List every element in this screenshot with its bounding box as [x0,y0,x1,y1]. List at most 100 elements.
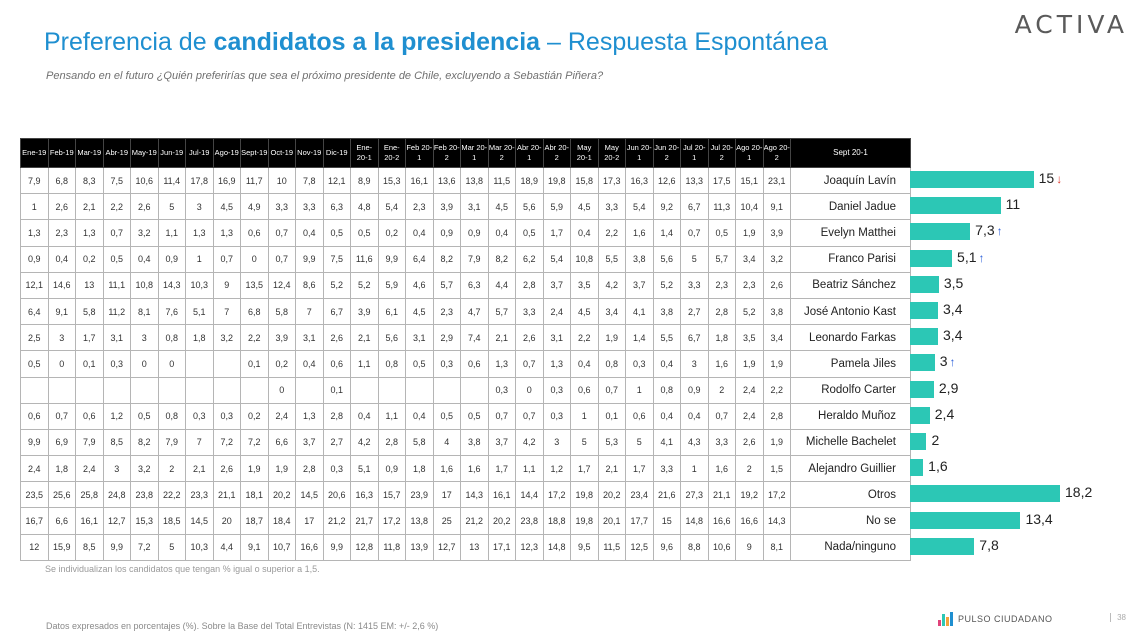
table-cell: 0,7 [515,402,544,430]
table-cell: 14,6 [47,271,76,299]
bar-value-text: 18,2 [1065,484,1093,501]
table-cell: 7 [295,297,324,326]
table-cell: 4,1 [625,297,654,326]
table-cell: 2,4 [75,455,104,483]
table-cell: 8,2 [130,428,159,457]
table-cell: 5,2 [322,271,351,299]
table-cell: 3 [542,428,571,457]
table-cell: 0,3 [212,402,241,430]
table-cell: 3,7 [295,428,324,457]
table-cell: 12,6 [652,166,681,195]
table-row: 2,4 1,8 2,4 3 3,2 2 2,1 2,6 1,9 1,9 2,8 0,3 5,1 0,9 1,… [20,455,911,483]
table-cell: 15,3 [130,507,159,535]
period-header: Ago-19 [212,138,241,168]
bar-row: 11 [910,193,1135,219]
table-cell: 4,5 [405,297,434,326]
table-cell: 16,1 [487,481,516,509]
table-cell: 0,4 [295,219,324,247]
table-cell: 2,8 [707,297,736,326]
bar-value-text: 13,4 [1025,510,1053,527]
bar [910,406,930,424]
table-cell: 11,3 [707,193,736,221]
table-cell: 1,9 [735,219,764,247]
table-cell: 13,9 [405,533,434,561]
table-cell: 2,3 [47,219,76,247]
table-cell: 23,9 [405,481,434,509]
table-cell: 1,1 [515,455,544,483]
table-cell: 12,5 [625,533,654,561]
table-cell: 1,3 [212,219,241,247]
table-cell: 7,2 [240,428,269,457]
table-cell: 3,1 [295,324,324,352]
table-cell: 6,3 [460,271,489,299]
table-cell: 1,3 [542,350,571,378]
table-cell: 3,9 [432,193,461,221]
table-cell: 3,3 [515,297,544,326]
candidate-name: Evelyn Matthei [790,219,911,247]
table-cell: 0,9 [432,219,461,247]
bar-row: 2 [910,429,1135,455]
table-cell: 0,6 [460,350,489,378]
table-cell: 13,5 [240,271,269,299]
table-row: 0,5 0 0,1 0,3 0 0 0,1 0,2 0,4 0,6 1,1 0,8 0,5 0,3 0,6 1… [20,350,911,378]
table-cell: 7,2 [212,428,241,457]
table-cell: 4,2 [515,428,544,457]
table-cell: 0,9 [20,245,49,273]
table-cell: 10,4 [735,193,764,221]
table-cell: 2,3 [432,297,461,326]
table-row: 9,9 6,9 7,9 8,5 8,2 7,9 7 7,2 7,2 6,6 3,7 2,7 4,2 2,8… [20,428,911,457]
table-cell: 2,1 [597,455,626,483]
table-cell: 5 [680,245,709,273]
question-subtitle: Pensando en el futuro ¿Quién preferirías… [46,70,604,82]
table-cell: 3,4 [762,324,791,352]
table-cell: 0,5 [460,402,489,430]
table-cell: 3,3 [707,428,736,457]
table-cell: 12,1 [322,166,351,195]
table-cell: 3 [130,324,159,352]
table-cell: 0,5 [20,350,49,378]
table-cell: 2,6 [47,193,76,221]
table-cell: 0,1 [75,350,104,378]
bar-value-text: 7,3 [975,222,995,239]
table-cell: 2,4 [735,376,764,404]
table-cell: 8,2 [432,245,461,273]
bar-value-label: 3 ↑ [940,353,956,369]
table-cell: 7,9 [75,428,104,457]
table-cell: 4,2 [597,271,626,299]
table-cell: 7,9 [460,245,489,273]
table-cell: 12 [20,533,49,561]
table-cell: 2,2 [240,324,269,352]
period-header: Abr 20-2 [542,138,571,168]
table-cell: 15,9 [47,533,76,561]
bar [910,537,975,555]
table-cell: 5,9 [377,271,406,299]
period-header: Jun 20-2 [652,138,681,168]
table-cell: 20,2 [597,481,626,509]
table-cell: 1,8 [185,324,214,352]
table-cell: 2,6 [130,193,159,221]
table-cell: 5,6 [377,324,406,352]
table-cell: 17 [295,507,324,535]
table-cell: 1,3 [20,219,49,247]
table-cell: 23,5 [20,481,49,509]
table-cell: 1,3 [295,402,324,430]
table-cell: 0,7 [707,402,736,430]
table-cell: 3,4 [597,297,626,326]
table-cell: 3 [102,455,131,483]
table-cell: 0,3 [625,350,654,378]
table-cell: 1,9 [267,455,296,483]
table-cell: 10 [267,166,296,195]
table-cell: 6,7 [680,193,709,221]
candidate-name: Heraldo Muñoz [790,402,911,430]
table-cell: 0,1 [240,350,269,378]
table-cell: 0,4 [652,350,681,378]
table-cell: 2,3 [707,271,736,299]
table-cell: 17,5 [707,166,736,195]
table-cell: 10,3 [185,271,214,299]
table-cell: 9,2 [652,193,681,221]
table-cell: 5,8 [75,297,104,326]
table-cell [405,376,434,404]
table-cell: 23,3 [185,481,214,509]
bar-row: 3,4 [910,298,1135,324]
table-cell: 8,1 [762,533,791,561]
